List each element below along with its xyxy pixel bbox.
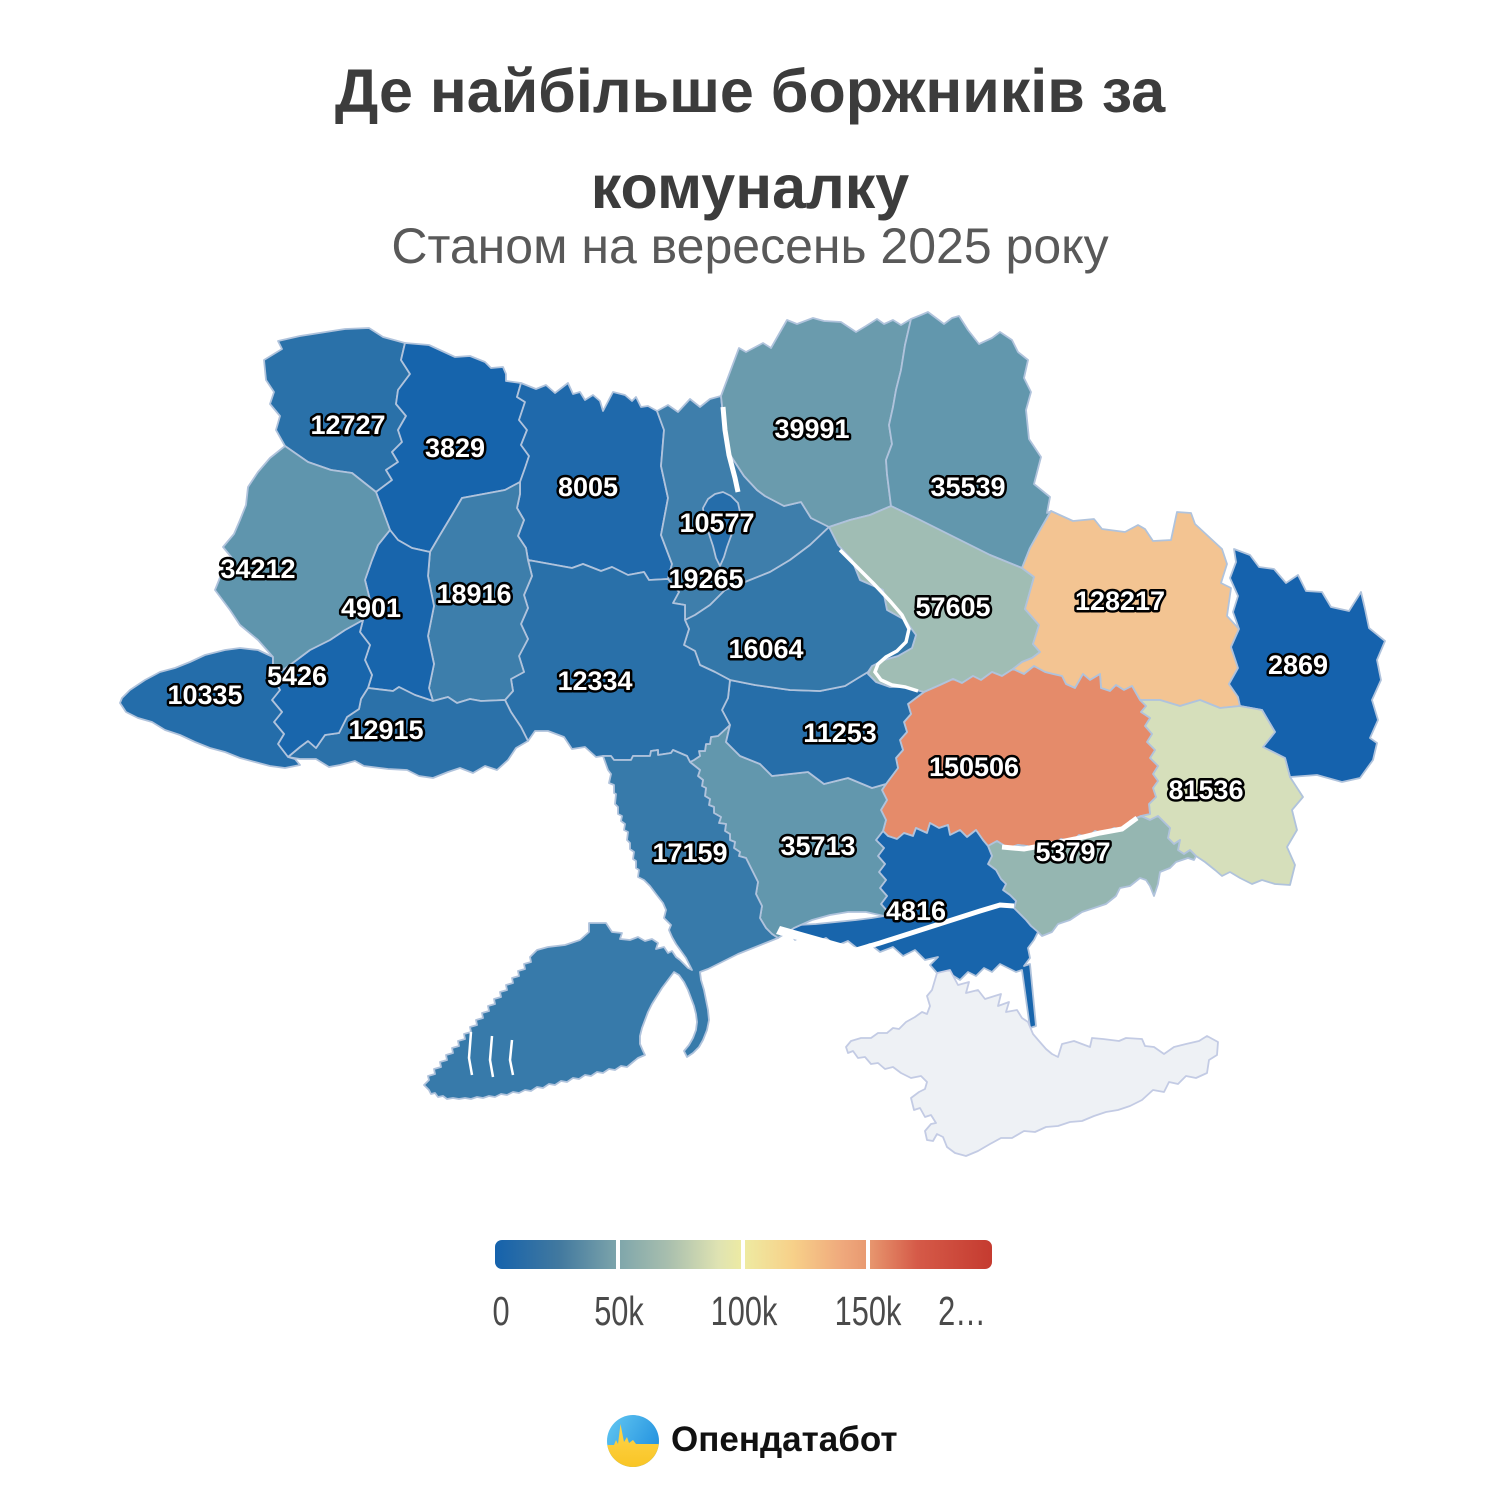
svg-text:57605: 57605 bbox=[915, 592, 990, 622]
svg-text:81536: 81536 bbox=[1168, 775, 1243, 805]
svg-text:12915: 12915 bbox=[348, 715, 423, 745]
svg-text:2869: 2869 bbox=[1268, 650, 1328, 680]
svg-text:150506: 150506 bbox=[929, 752, 1019, 782]
svg-text:19265: 19265 bbox=[668, 564, 743, 594]
svg-text:16064: 16064 bbox=[728, 634, 803, 664]
svg-text:5426: 5426 bbox=[267, 661, 327, 691]
svg-text:39991: 39991 bbox=[774, 414, 849, 444]
svg-text:4816: 4816 bbox=[886, 896, 946, 926]
svg-text:4901: 4901 bbox=[341, 593, 401, 623]
svg-text:53797: 53797 bbox=[1035, 837, 1110, 867]
svg-text:12727: 12727 bbox=[310, 410, 385, 440]
svg-text:10577: 10577 bbox=[679, 508, 754, 538]
svg-text:18916: 18916 bbox=[436, 579, 511, 609]
svg-text:128217: 128217 bbox=[1075, 586, 1165, 616]
svg-text:3829: 3829 bbox=[425, 433, 485, 463]
svg-text:17159: 17159 bbox=[652, 838, 727, 868]
svg-text:12334: 12334 bbox=[557, 666, 632, 696]
svg-text:10335: 10335 bbox=[167, 680, 242, 710]
svg-text:8005: 8005 bbox=[558, 472, 618, 502]
svg-text:11253: 11253 bbox=[803, 718, 877, 748]
svg-text:35539: 35539 bbox=[930, 472, 1005, 502]
svg-text:35713: 35713 bbox=[780, 831, 855, 861]
svg-text:34212: 34212 bbox=[220, 554, 295, 584]
